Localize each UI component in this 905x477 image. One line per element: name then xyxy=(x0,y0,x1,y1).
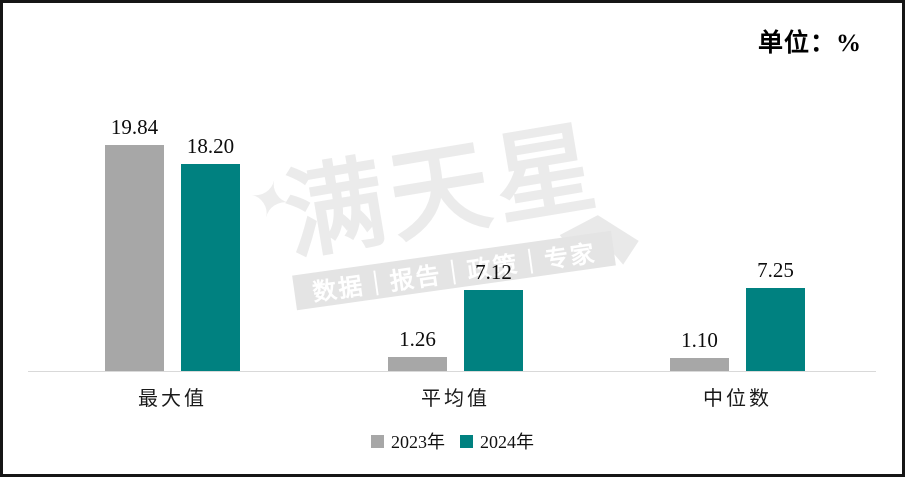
bar-rect xyxy=(105,145,164,371)
bar-2024年-中位数: 7.25 xyxy=(746,258,805,371)
bar-rect xyxy=(670,358,729,371)
bar-rect xyxy=(746,288,805,371)
bar-group-2: 1.26 7.12 xyxy=(388,260,523,371)
legend-item-2024年: 2024年 xyxy=(460,428,534,454)
bar-2023年-平均值: 1.26 xyxy=(388,327,447,371)
bar-2024年-最大值: 18.20 xyxy=(181,134,240,371)
legend-label: 2024年 xyxy=(480,432,534,452)
bar-2024年-平均值: 7.12 xyxy=(464,260,523,371)
x-axis-line xyxy=(28,371,876,372)
legend-label: 2023年 xyxy=(391,432,445,452)
unit-label: 单位：% xyxy=(757,30,862,57)
bar-value-label: 18.20 xyxy=(186,134,235,158)
legend-item-2023年: 2023年 xyxy=(371,428,445,454)
bar-value-label: 1.26 xyxy=(399,327,436,351)
category-label: 平均值 xyxy=(421,388,490,410)
bar-value-label: 7.25 xyxy=(757,258,794,282)
legend-swatch xyxy=(371,434,384,448)
legend-swatch xyxy=(460,434,473,448)
bar-2023年-中位数: 1.10 xyxy=(670,328,729,371)
bar-rect xyxy=(181,164,240,371)
category-label: 最大值 xyxy=(138,388,207,410)
bar-group-3: 1.10 7.25 xyxy=(670,258,805,371)
bar-value-label: 19.84 xyxy=(110,115,159,139)
bar-rect xyxy=(388,357,447,371)
bar-value-label: 7.12 xyxy=(475,260,512,284)
bar-value-label: 1.10 xyxy=(681,328,718,352)
plot-area: 19.84 18.20 最大值 1.26 7.12 平均值 1.10 7.25 中位数 xyxy=(3,3,902,474)
legend: 2023年 2024年 xyxy=(3,428,902,454)
category-label: 中位数 xyxy=(703,388,772,410)
bar-rect xyxy=(464,290,523,371)
bar-group-1: 19.84 18.20 xyxy=(105,115,240,371)
bar-2023年-最大值: 19.84 xyxy=(105,115,164,371)
